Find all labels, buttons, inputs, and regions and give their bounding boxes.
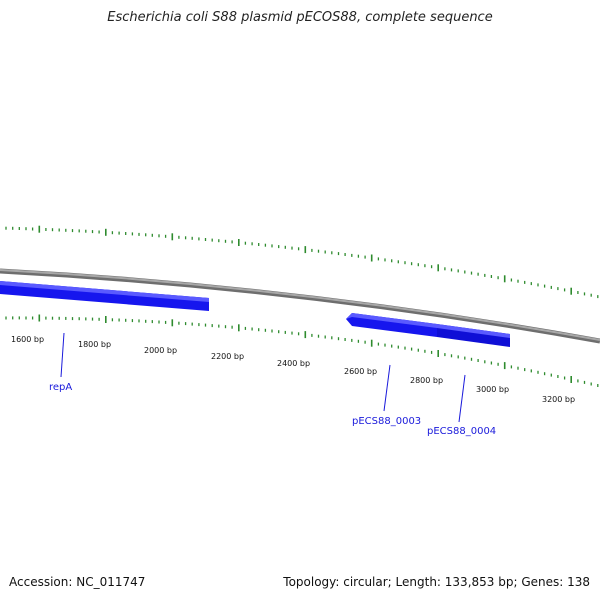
scale-label: 2200 bp [211,352,244,361]
scale-label: 2600 bp [344,367,377,376]
scale-label: 1800 bp [78,340,111,349]
gene-label-pECS88_0004[interactable]: pECS88_0004 [427,426,496,437]
gene-pECS88_0004[interactable] [437,324,510,347]
topology-summary: Topology: circular; Length: 133,853 bp; … [283,575,590,589]
inner-tick-track [5,314,599,387]
scale-label: 3000 bp [476,385,509,394]
gene-label-pECS88_0003[interactable]: pECS88_0003 [352,416,421,427]
gene-repA[interactable] [0,281,209,311]
outer-tick-track [5,225,599,299]
leader-repA [60,332,65,378]
accession-text: Accession: NC_011747 [9,575,146,589]
map-title: Escherichia coli S88 plasmid pECOS88, co… [107,10,493,25]
leader-pECS88_0003 [383,364,391,412]
scale-label: 2800 bp [410,376,443,385]
plasmid-backbone [0,268,600,344]
scale-label: 1600 bp [11,335,44,344]
leader-pECS88_0004 [458,374,466,423]
scale-label: 3200 bp [542,395,575,404]
scale-label: 2400 bp [277,359,310,368]
scale-label: 2000 bp [144,346,177,355]
gene-label-repA[interactable]: repA [49,382,72,393]
gene-pECS88_0003[interactable] [346,313,437,337]
